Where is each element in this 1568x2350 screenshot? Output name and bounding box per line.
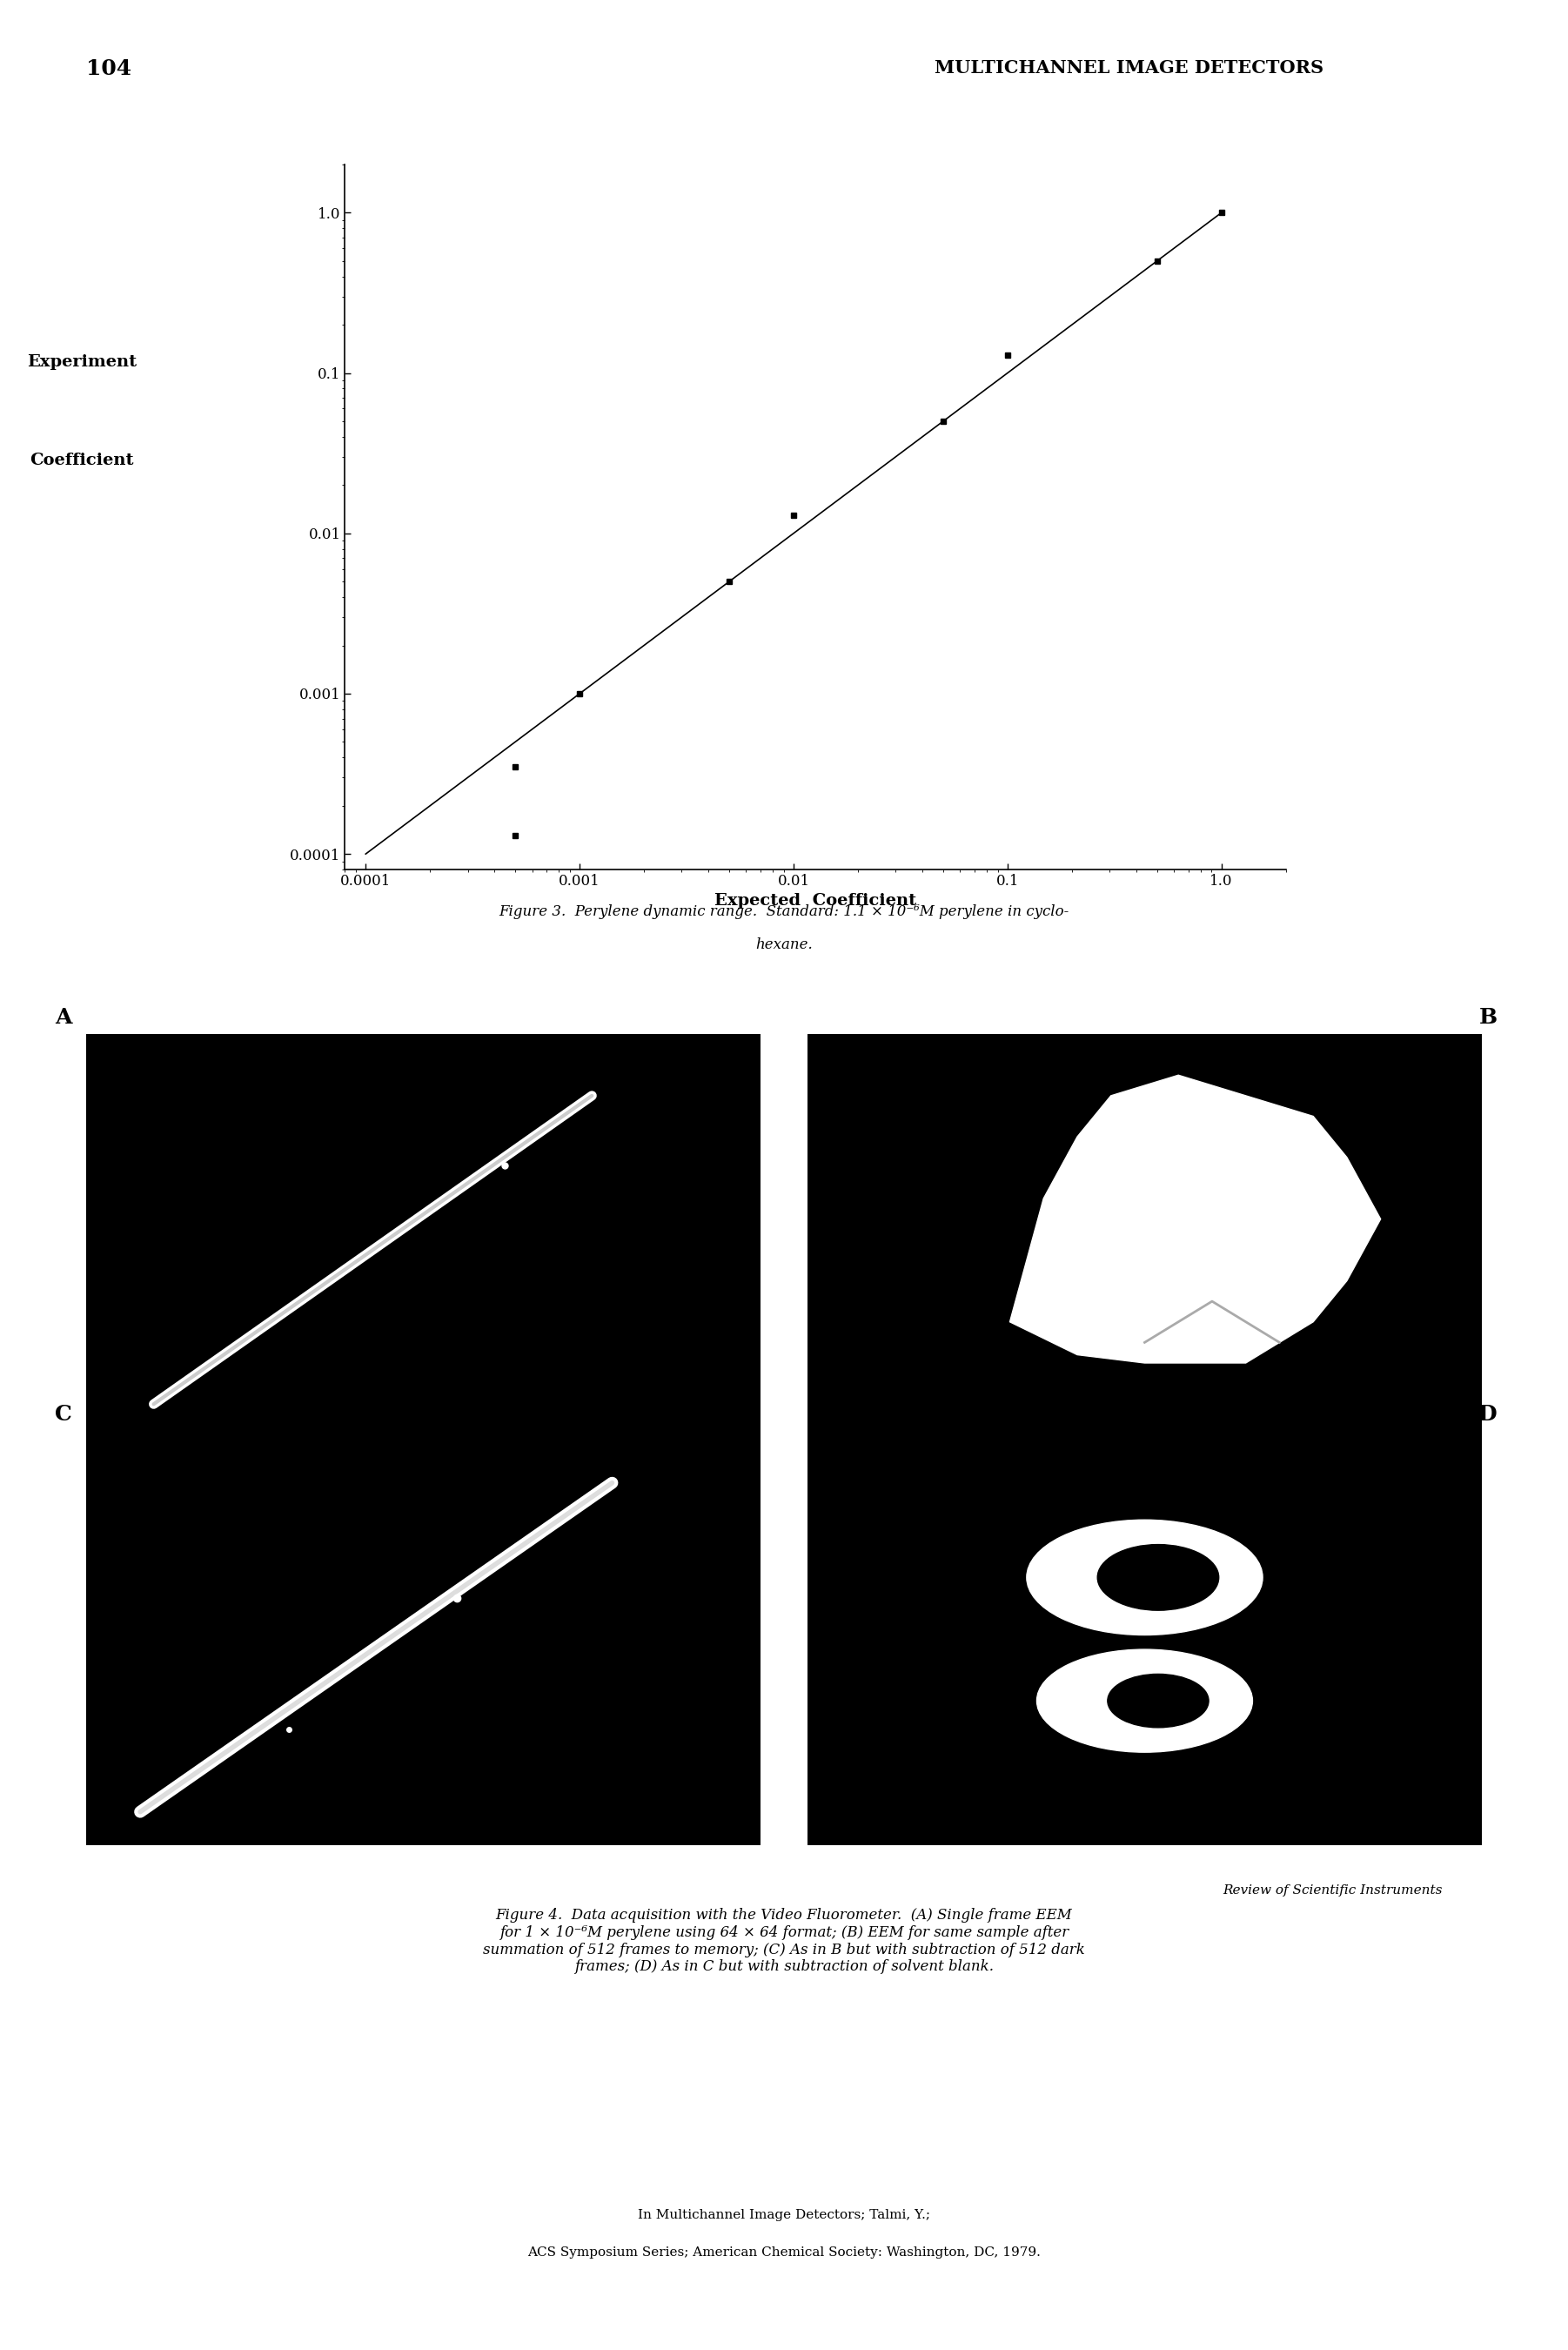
X-axis label: Expected  Coefficient: Expected Coefficient	[715, 893, 916, 909]
Ellipse shape	[1036, 1650, 1253, 1753]
Text: Review of Scientific Instruments: Review of Scientific Instruments	[1223, 1885, 1443, 1896]
Text: Coefficient: Coefficient	[30, 454, 133, 468]
Text: In Multichannel Image Detectors; Talmi, Y.;: In Multichannel Image Detectors; Talmi, …	[638, 2209, 930, 2221]
Text: 104: 104	[86, 59, 132, 80]
Ellipse shape	[1098, 1544, 1218, 1610]
Text: MULTICHANNEL IMAGE DETECTORS: MULTICHANNEL IMAGE DETECTORS	[935, 59, 1323, 75]
Text: D: D	[1479, 1405, 1497, 1424]
Ellipse shape	[1027, 1520, 1262, 1636]
Polygon shape	[1010, 1074, 1381, 1363]
Text: A: A	[55, 1008, 72, 1027]
Text: Figure 3.  Perylene dynamic range.  Standard: 1.1 × 10⁻⁶M perylene in cyclo-: Figure 3. Perylene dynamic range. Standa…	[499, 905, 1069, 919]
Text: Figure 4.  Data acquisition with the Video Fluorometer.  (A) Single frame EEM
fo: Figure 4. Data acquisition with the Vide…	[483, 1908, 1085, 1974]
Text: B: B	[1479, 1008, 1497, 1027]
Text: ACS Symposium Series; American Chemical Society: Washington, DC, 1979.: ACS Symposium Series; American Chemical …	[527, 2247, 1041, 2258]
Text: hexane.: hexane.	[756, 938, 812, 952]
Text: Experiment: Experiment	[27, 355, 136, 369]
Ellipse shape	[1107, 1673, 1209, 1727]
Text: C: C	[55, 1405, 72, 1424]
